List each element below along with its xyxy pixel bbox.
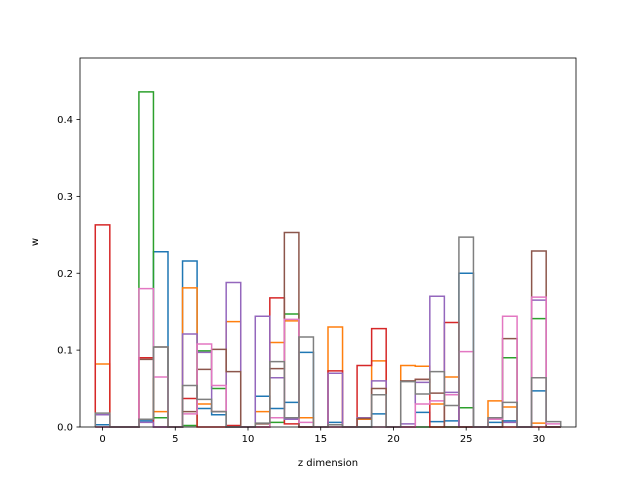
x-tick-label: 25 bbox=[460, 434, 473, 445]
y-tick-label: 0.2 bbox=[57, 269, 73, 280]
x-tick-label: 30 bbox=[533, 434, 546, 445]
x-tick-label: 5 bbox=[172, 434, 178, 445]
step-series-group bbox=[94, 91, 562, 428]
x-axis-ticks: 0 5 10 15 20 25 30 bbox=[99, 427, 545, 445]
axes-frame bbox=[79, 57, 577, 428]
x-tick-label: 10 bbox=[242, 434, 255, 445]
y-axis-label: w bbox=[30, 238, 41, 246]
x-tick-label: 20 bbox=[387, 434, 400, 445]
x-tick-label: 15 bbox=[314, 434, 327, 445]
y-axis-ticks: 0.0 0.1 0.2 0.3 0.4 bbox=[57, 115, 80, 434]
y-tick-label: 0.0 bbox=[57, 423, 73, 434]
x-axis-label: z dimension bbox=[298, 458, 358, 469]
x-tick-label: 0 bbox=[99, 434, 105, 445]
y-tick-label: 0.3 bbox=[57, 192, 73, 203]
y-tick-label: 0.4 bbox=[57, 115, 73, 126]
y-tick-label: 0.1 bbox=[57, 346, 73, 357]
plot-area-border bbox=[79, 57, 577, 428]
